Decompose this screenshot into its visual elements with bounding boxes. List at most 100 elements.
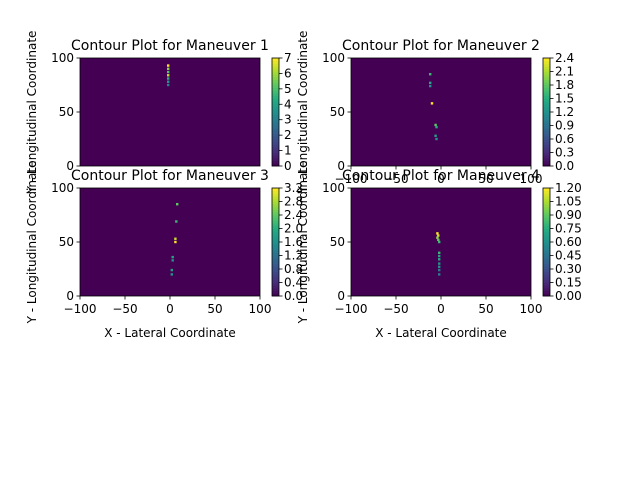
- colorbar-segment: [543, 85, 550, 89]
- x-tick-label: 100: [520, 172, 543, 186]
- contour-point: [435, 125, 438, 129]
- contour-point: [437, 238, 440, 242]
- colorbar-segment: [272, 193, 279, 197]
- colorbar-segment: [272, 147, 279, 151]
- contour-point: [176, 203, 179, 206]
- colorbar-segment: [543, 228, 550, 232]
- colorbar-segment: [543, 271, 550, 275]
- contour-point: [438, 258, 441, 261]
- contour-point: [167, 64, 170, 67]
- colorbar-segment: [543, 255, 550, 259]
- colorbar-segment: [543, 103, 550, 107]
- colorbar-segment: [543, 117, 550, 121]
- plot-area: [351, 188, 531, 296]
- x-tick-label: −50: [112, 302, 137, 316]
- contour-point: [167, 80, 170, 83]
- colorbar-tick-label: 1.6: [284, 235, 303, 249]
- contour-point: [170, 273, 173, 276]
- colorbar-segment: [543, 95, 550, 99]
- colorbar-segment: [272, 130, 279, 134]
- colorbar-tick-label: 0: [284, 159, 292, 173]
- colorbar-segment: [272, 260, 279, 264]
- colorbar-tick-label: 0.45: [555, 249, 582, 263]
- colorbar-segment: [543, 130, 550, 134]
- colorbar-segment: [543, 285, 550, 289]
- colorbar-tick-label: 1.2: [555, 105, 574, 119]
- contour-point: [174, 237, 177, 240]
- colorbar-segment: [543, 141, 550, 145]
- colorbar-segment: [272, 136, 279, 140]
- colorbar-segment: [272, 233, 279, 237]
- contour-point: [171, 255, 174, 259]
- colorbar-tick-label: 1: [284, 144, 292, 158]
- colorbar-segment: [272, 263, 279, 267]
- x-tick-label: 50: [478, 172, 493, 186]
- colorbar-segment: [543, 290, 550, 294]
- colorbar-segment: [272, 90, 279, 94]
- colorbar-segment: [272, 98, 279, 102]
- colorbar-tick-label: 0.00: [555, 289, 582, 303]
- colorbar-segment: [272, 228, 279, 232]
- contour-point: [167, 67, 170, 70]
- colorbar-segment: [543, 136, 550, 140]
- colorbar-segment: [272, 204, 279, 208]
- colorbar-segment: [543, 223, 550, 227]
- contour-point: [167, 74, 170, 77]
- contour-point: [437, 234, 440, 237]
- contour-point: [435, 137, 438, 141]
- colorbar-segment: [272, 58, 279, 62]
- colorbar-segment: [272, 114, 279, 118]
- colorbar-segment: [543, 160, 550, 164]
- colorbar-tick-label: 3.2: [284, 181, 303, 195]
- colorbar-segment: [272, 109, 279, 113]
- x-tick-label: −50: [383, 302, 408, 316]
- x-tick-label: 100: [249, 302, 272, 316]
- colorbar-tick-label: 3: [284, 113, 292, 127]
- x-tick-label: −100: [335, 302, 368, 316]
- colorbar-tick-label: 0.9: [555, 119, 574, 133]
- y-tick-label: 0: [66, 159, 74, 173]
- colorbar-segment: [543, 252, 550, 256]
- x-tick-label: 0: [437, 172, 445, 186]
- colorbar-segment: [272, 66, 279, 70]
- colorbar-segment: [272, 252, 279, 256]
- colorbar-tick-label: 2.1: [555, 65, 574, 79]
- contour-point: [175, 220, 178, 223]
- colorbar-segment: [272, 247, 279, 251]
- colorbar-segment: [543, 220, 550, 224]
- contour-point: [438, 265, 441, 269]
- chart-title: Contour Plot for Maneuver 4: [342, 168, 540, 184]
- colorbar-tick-label: 0.15: [555, 276, 582, 290]
- colorbar-segment: [543, 209, 550, 213]
- x-tick-label: −100: [335, 172, 368, 186]
- colorbar-segment: [543, 63, 550, 67]
- colorbar-segment: [272, 290, 279, 294]
- colorbar-segment: [272, 74, 279, 78]
- colorbar-segment: [272, 133, 279, 137]
- colorbar-tick-label: 1.8: [555, 78, 574, 92]
- colorbar-segment: [272, 63, 279, 67]
- plot-area: [80, 58, 260, 166]
- colorbar-tick-label: 0.60: [555, 235, 582, 249]
- colorbar-segment: [272, 255, 279, 259]
- colorbar-segment: [272, 285, 279, 289]
- colorbar-segment: [543, 125, 550, 129]
- colorbar-segment: [543, 279, 550, 283]
- contour-point: [436, 236, 439, 239]
- colorbar-segment: [543, 68, 550, 72]
- colorbar-segment: [272, 282, 279, 286]
- colorbar-segment: [543, 198, 550, 202]
- y-tick-label: 0: [66, 289, 74, 303]
- colorbar-segment: [543, 250, 550, 254]
- colorbar-segment: [543, 147, 550, 151]
- x-axis-label: X - Lateral Coordinate: [104, 326, 236, 340]
- contour-point: [429, 84, 432, 88]
- colorbar-segment: [543, 82, 550, 86]
- contour-point: [429, 73, 432, 76]
- y-tick-label: 50: [330, 105, 345, 119]
- y-tick-label: 100: [322, 51, 345, 65]
- contour-point: [436, 232, 439, 235]
- x-tick-label: 100: [520, 302, 543, 316]
- colorbar-segment: [272, 160, 279, 164]
